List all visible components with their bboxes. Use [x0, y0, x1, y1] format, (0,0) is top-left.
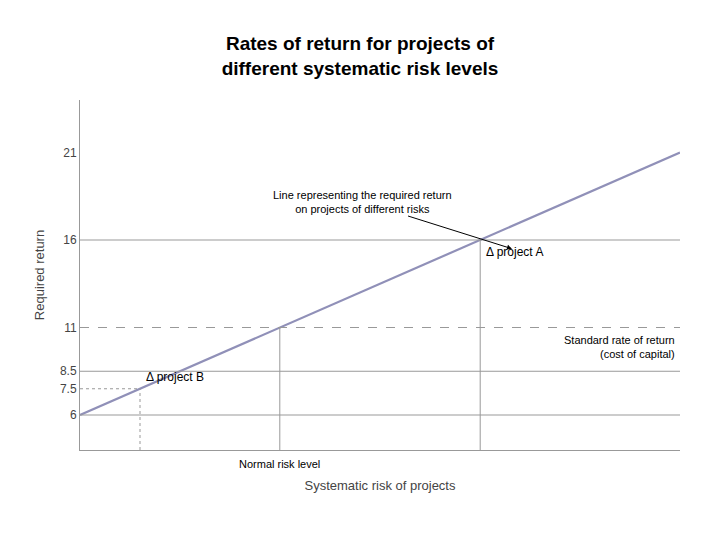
svg-text:8.5: 8.5 — [60, 364, 77, 378]
svg-text:Systematic risk of projects: Systematic risk of projects — [305, 478, 456, 493]
svg-text:Δ project A: Δ project A — [486, 245, 543, 259]
svg-text:Line representing the required: Line representing the required returnon … — [273, 189, 452, 215]
svg-text:7.5: 7.5 — [60, 382, 77, 396]
svg-text:11: 11 — [64, 321, 77, 335]
svg-text:Normal risk level: Normal risk level — [239, 458, 320, 470]
svg-text:Rates of return for projects o: Rates of return for projects ofdifferent… — [222, 33, 499, 79]
svg-text:Required return: Required return — [32, 230, 47, 320]
svg-text:16: 16 — [63, 233, 77, 247]
svg-text:Standard rate of return(cost o: Standard rate of return(cost of capital) — [564, 334, 675, 360]
svg-text:6: 6 — [70, 408, 77, 422]
svg-text:Δ project B: Δ project B — [146, 370, 204, 384]
svg-text:21: 21 — [63, 146, 77, 160]
